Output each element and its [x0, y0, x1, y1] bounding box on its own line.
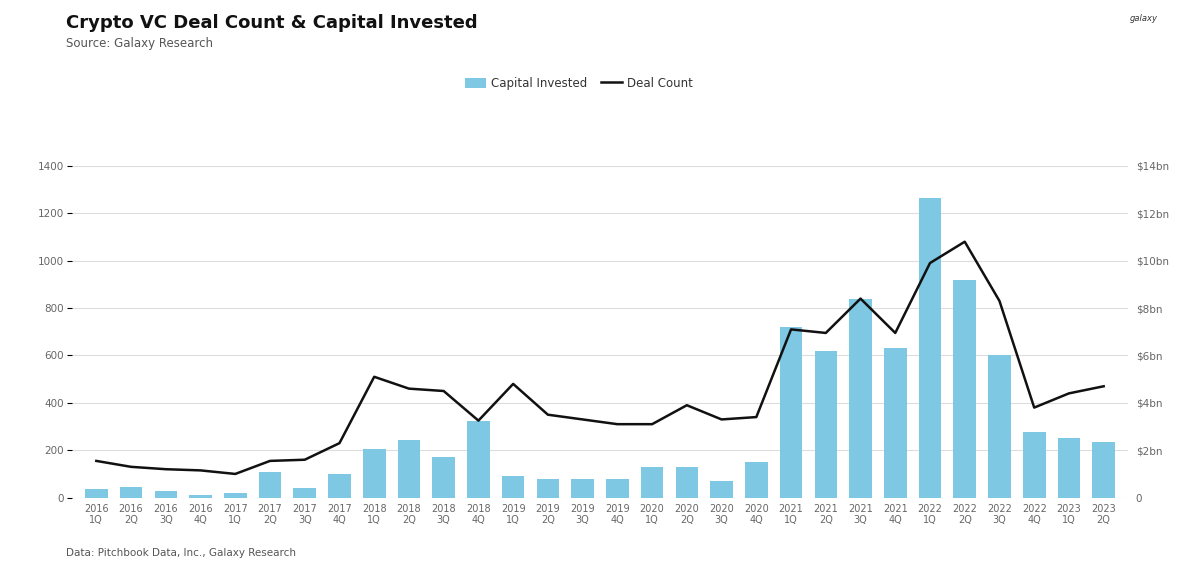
Bar — [745, 462, 768, 498]
Text: Data: Pitchbook Data, Inc., Galaxy Research: Data: Pitchbook Data, Inc., Galaxy Resea… — [66, 548, 296, 558]
Bar — [606, 479, 629, 498]
Bar — [362, 449, 385, 498]
Bar — [328, 474, 350, 498]
Bar — [919, 198, 941, 498]
Bar — [294, 488, 316, 498]
Bar — [710, 481, 733, 498]
Bar — [1057, 438, 1080, 498]
Bar — [815, 351, 838, 498]
Bar — [467, 420, 490, 498]
Bar — [884, 348, 906, 498]
Bar — [641, 467, 664, 498]
Bar — [988, 355, 1010, 498]
Bar — [397, 439, 420, 498]
Bar — [190, 495, 212, 498]
Bar — [850, 299, 872, 498]
Bar — [155, 491, 178, 498]
Legend: Capital Invested, Deal Count: Capital Invested, Deal Count — [460, 72, 697, 95]
Bar — [571, 479, 594, 498]
Bar — [85, 490, 108, 498]
Bar — [676, 467, 698, 498]
Bar — [432, 458, 455, 498]
Text: galaxy: galaxy — [1130, 14, 1158, 23]
Text: Crypto VC Deal Count & Capital Invested: Crypto VC Deal Count & Capital Invested — [66, 14, 478, 32]
Bar — [1022, 432, 1045, 498]
Bar — [954, 280, 976, 498]
Bar — [780, 327, 803, 498]
Bar — [502, 476, 524, 498]
Bar — [259, 471, 281, 498]
Text: Source: Galaxy Research: Source: Galaxy Research — [66, 37, 214, 50]
Bar — [536, 479, 559, 498]
Bar — [224, 493, 246, 498]
Bar — [120, 487, 143, 498]
Bar — [1092, 442, 1115, 498]
